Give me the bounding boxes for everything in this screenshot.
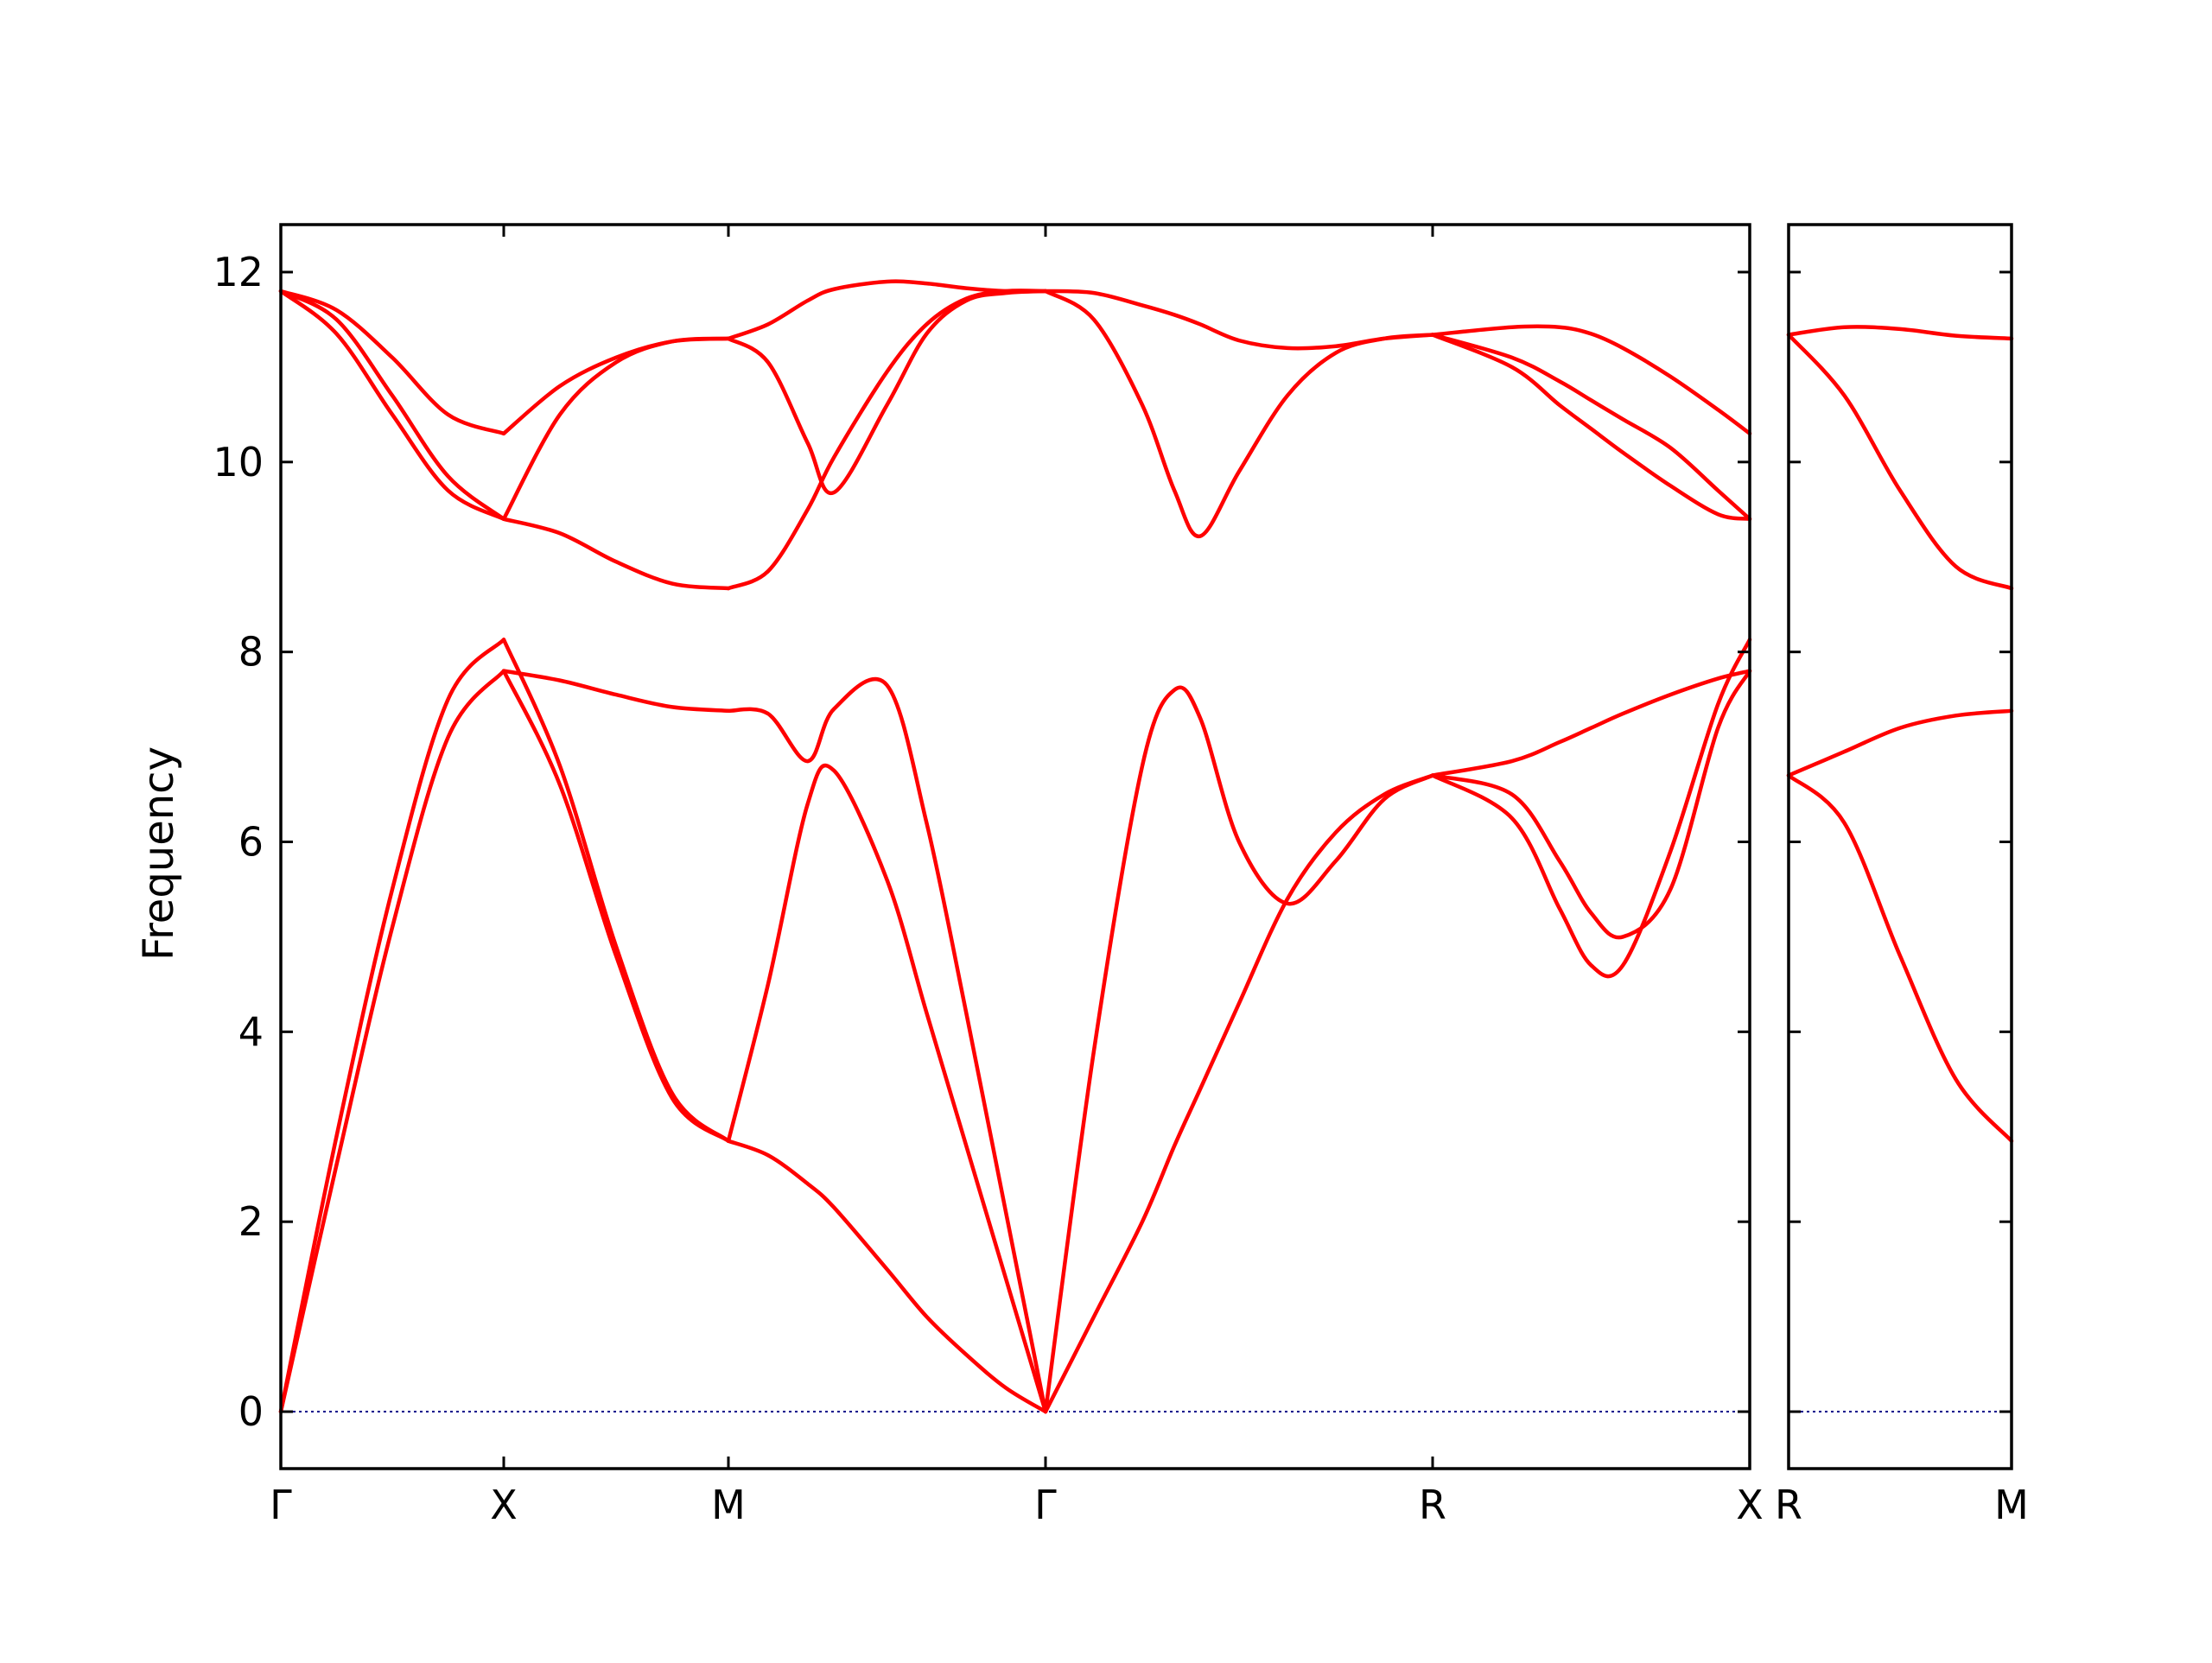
- x-tick-label-1-3: M: [711, 1482, 746, 1528]
- band-line-p1-s3-b2: [726, 764, 1048, 1414]
- band-line-p1-s5-b5: [1430, 333, 1752, 522]
- band-line-p1-s1-b5: [278, 289, 506, 436]
- band-line-p1-s5-b2: [1430, 638, 1752, 979]
- y-tick-label-2: 2: [238, 1198, 264, 1245]
- y-tick-label-10: 10: [213, 439, 264, 486]
- band-line-p2-s1-b2: [1786, 708, 2014, 778]
- band-line-p2-s1-b1: [1786, 773, 2014, 1144]
- x-tick-label-1-1: Γ: [270, 1482, 292, 1528]
- band-line-p1-s4-b4: [1043, 289, 1435, 351]
- band-line-p1-s2-b6: [501, 336, 731, 436]
- plot-frame-panel-1: [279, 223, 1751, 1470]
- band-line-p1-s2-b5: [501, 336, 731, 522]
- y-tick-label-4: 4: [238, 1008, 264, 1055]
- x-tick-label-1-6: X: [1736, 1482, 1764, 1528]
- x-tick-label-2-2: M: [1994, 1482, 2029, 1528]
- band-line-p1-s4-b2: [1043, 685, 1435, 1414]
- band-line-p1-s3-b4: [726, 289, 1048, 591]
- band-line-p2-s1-b4: [1786, 325, 2014, 341]
- band-line-p1-s5-b1: [1430, 669, 1752, 940]
- band-line-p1-s4-b3: [1043, 289, 1435, 538]
- band-line-p1-s1-b3: [278, 289, 506, 522]
- band-line-p1-s3-b6: [726, 279, 1048, 341]
- x-tick-label-1-5: R: [1419, 1482, 1446, 1528]
- band-line-p2-s1-b3: [1786, 333, 2014, 591]
- y-tick-label-0: 0: [238, 1388, 264, 1435]
- y-tick-label-12: 12: [213, 249, 264, 295]
- band-line-p1-s2-b4: [501, 517, 731, 591]
- band-line-p1-s2-b2: [501, 638, 731, 1144]
- band-line-p1-s1-b2: [278, 638, 506, 1414]
- band-line-p1-s1-b4: [278, 289, 506, 522]
- y-tick-label-6: 6: [238, 819, 264, 866]
- y-axis-label: Frequency: [135, 746, 183, 961]
- band-line-p1-s2-b3: [501, 669, 731, 714]
- y-tick-label-8: 8: [238, 629, 264, 676]
- band-line-p1-s2-b1: [501, 669, 731, 1144]
- x-tick-label-1-2: X: [490, 1482, 518, 1528]
- band-line-p1-s5-b6: [1430, 324, 1752, 436]
- band-line-p1-s3-b5: [726, 289, 1048, 496]
- band-line-p1-s5-b4: [1430, 333, 1752, 522]
- x-tick-label-2-1: R: [1775, 1482, 1802, 1528]
- band-line-p1-s3-b1: [726, 1139, 1048, 1414]
- plot-frame-panel-2: [1787, 223, 2013, 1470]
- band-line-p1-s5-b3: [1430, 669, 1752, 778]
- band-line-p1-s4-b1: [1043, 773, 1435, 1414]
- x-tick-label-1-4: Γ: [1034, 1482, 1057, 1528]
- band-line-p1-s3-b3: [726, 676, 1048, 1414]
- band-line-p1-s1-b1: [278, 669, 506, 1414]
